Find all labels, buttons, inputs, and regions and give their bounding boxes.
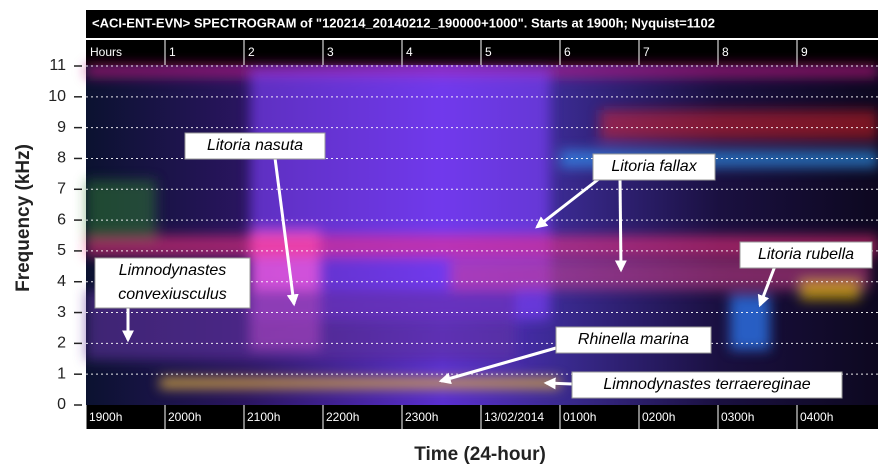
y-tick-label: 2 <box>57 335 66 352</box>
y-tick-label: 10 <box>48 88 66 105</box>
annotation: Limnodynastes <box>119 262 227 279</box>
annotation-box <box>592 153 716 181</box>
annotation-box <box>739 241 873 269</box>
header-bar <box>86 10 878 38</box>
y-tick-label: 0 <box>57 396 66 413</box>
time-label: 2000h <box>168 410 201 424</box>
y-tick-label: 7 <box>57 180 66 197</box>
time-label: 2100h <box>247 410 280 424</box>
arrow <box>438 346 557 385</box>
hour-label: 6 <box>564 45 571 59</box>
time-label: 0400h <box>800 410 833 424</box>
hour-label: 9 <box>801 45 808 59</box>
annotation: convexiusculus <box>118 286 227 303</box>
annotation: Litoria rubella <box>758 246 854 263</box>
y-tick-label: 3 <box>57 304 66 321</box>
hour-label: 2 <box>248 45 255 59</box>
time-label: 0200h <box>642 410 675 424</box>
time-label: 1900h <box>89 410 122 424</box>
time-label: 0300h <box>721 410 754 424</box>
arrow <box>273 157 299 307</box>
hour-label: 4 <box>406 45 413 59</box>
x-axis-label: Time (24-hour) <box>414 444 546 465</box>
time-label: 2200h <box>326 410 359 424</box>
annotation: Rhinella marina <box>578 331 689 348</box>
annotation: Litoria nasuta <box>207 137 303 154</box>
annotation-box <box>94 257 251 309</box>
y-tick-label: 6 <box>57 211 66 228</box>
time-label: 2300h <box>405 410 438 424</box>
bottom-ruler <box>86 405 878 429</box>
y-tick-label: 8 <box>57 150 66 167</box>
y-tick-label: 11 <box>49 57 66 74</box>
spectrogram <box>86 65 878 405</box>
hour-label: Hours <box>90 45 122 59</box>
top-ruler <box>86 40 878 65</box>
arrow <box>757 265 777 308</box>
arrow <box>614 177 627 273</box>
annotation: Litoria fallax <box>611 158 697 175</box>
y-tick-label: 1 <box>57 365 66 382</box>
y-axis-label: Frequency (kHz) <box>13 144 34 292</box>
arrow <box>535 176 601 229</box>
hour-label: 5 <box>485 45 492 59</box>
hour-label: 1 <box>169 45 176 59</box>
annotation-box <box>571 371 843 399</box>
time-label: 13/02/2014 <box>484 410 544 424</box>
arrows <box>122 157 777 390</box>
hour-label: 7 <box>643 45 650 59</box>
hour-label: 8 <box>722 45 729 59</box>
annotation: Limnodynastes terraereginae <box>603 376 810 393</box>
hour-label: 3 <box>327 45 334 59</box>
y-tick-label: 5 <box>57 242 66 259</box>
annotation-box <box>555 326 712 354</box>
chart-title: <ACI-ENT-EVN> SPECTROGRAM of "120214_201… <box>92 15 715 30</box>
arrow <box>543 377 573 390</box>
time-label: 0100h <box>563 410 596 424</box>
y-tick-label: 4 <box>57 273 66 290</box>
y-tick-label: 9 <box>57 119 66 136</box>
annotation-box <box>184 132 326 160</box>
